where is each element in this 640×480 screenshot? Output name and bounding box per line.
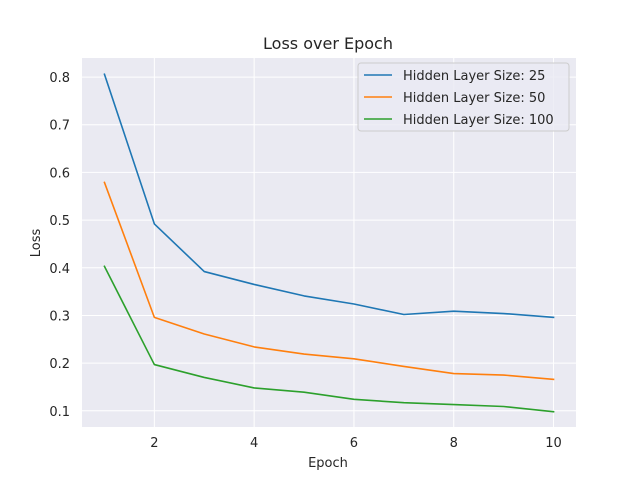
series-line-0 <box>103 73 555 319</box>
y-tick-label-6: 0.7 <box>49 119 70 134</box>
y-tick-label-0: 0.1 <box>49 405 70 420</box>
y-tick-labels: 0.1 0.2 0.3 0.4 0.5 0.6 0.7 0.8 <box>49 71 70 420</box>
chart-title: Loss over Epoch <box>263 34 393 53</box>
y-tick-label-4: 0.5 <box>49 214 70 229</box>
y-tick-label-3: 0.4 <box>49 262 70 277</box>
legend-label-1: Hidden Layer Size: 50 <box>403 91 545 106</box>
series-line-1 <box>103 181 555 381</box>
legend: Hidden Layer Size: 25 Hidden Layer Size: … <box>357 62 570 132</box>
legend-frame <box>357 62 570 132</box>
y-tick-label-7: 0.8 <box>49 71 70 86</box>
legend-label-0: Hidden Layer Size: 25 <box>403 69 545 84</box>
x-tick-label-4: 10 <box>545 436 562 451</box>
x-tick-labels: 2 4 6 8 10 <box>150 436 562 451</box>
x-tick-label-1: 4 <box>250 436 258 451</box>
series-lines <box>103 73 555 413</box>
grid-lines <box>82 58 576 427</box>
series-line-2 <box>103 265 555 413</box>
y-tick-label-2: 0.3 <box>49 309 70 324</box>
y-tick-label-1: 0.2 <box>49 357 70 372</box>
y-axis-label: Loss <box>29 229 44 258</box>
x-tick-label-3: 8 <box>450 436 458 451</box>
x-axis-label: Epoch <box>308 456 348 471</box>
x-tick-label-2: 6 <box>350 436 358 451</box>
legend-label-2: Hidden Layer Size: 100 <box>403 113 554 128</box>
y-tick-label-5: 0.6 <box>49 166 70 181</box>
x-tick-label-0: 2 <box>150 436 158 451</box>
